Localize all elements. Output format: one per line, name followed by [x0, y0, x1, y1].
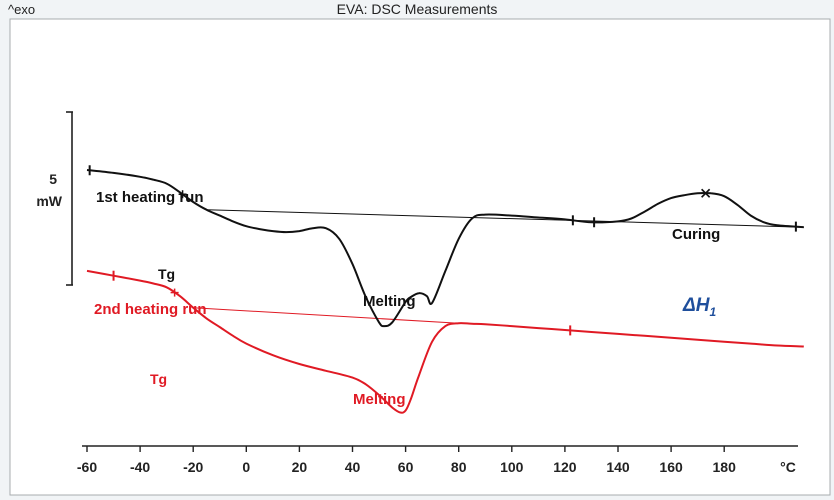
x-tick-label: 60: [398, 459, 414, 475]
annotation-tg-1st: Tg: [158, 266, 175, 282]
baselines: [193, 209, 804, 324]
x-tick-label: 0: [242, 459, 250, 475]
annotation-melting-2nd: Melting: [353, 391, 406, 408]
x-tick-label: 180: [713, 459, 737, 475]
scale-bar: 5 mW: [36, 111, 73, 286]
baseline-line: [206, 209, 804, 228]
x-tick-label: -40: [130, 459, 150, 475]
annotation-tg-2nd: Tg: [150, 371, 167, 387]
chart-title: EVA: DSC Measurements: [337, 1, 498, 17]
annotation-2nd-heating-run: 2nd heating run: [94, 301, 207, 318]
series-line-2nd-heating: [86, 269, 804, 414]
x-tick-label: -20: [183, 459, 203, 475]
x-tick-label: 20: [292, 459, 308, 475]
x-tick-label: 120: [553, 459, 577, 475]
x-tick-label: 160: [659, 459, 683, 475]
annotation-curing: Curing: [672, 226, 720, 243]
tangent-marker: [143, 280, 164, 287]
delta-h-subscript: 1: [709, 305, 716, 319]
x-tick-label: -60: [77, 459, 97, 475]
annotation-delta-h1: ΔH1: [682, 295, 716, 319]
x-axis: -60 -40 -20 0 20 40 60 80 100 120 140 160 180: [77, 445, 798, 475]
tangent-marker: [144, 176, 168, 185]
x-axis-unit-label: °C: [780, 459, 796, 475]
curing-peak-marker: [701, 188, 711, 198]
x-tick-label: 100: [500, 459, 524, 475]
plot-frame: [9, 18, 831, 496]
baseline-line: [193, 307, 459, 324]
x-tick-label: 140: [606, 459, 630, 475]
exo-label: ^exo: [8, 2, 35, 17]
series-group: [86, 169, 804, 414]
scale-bar-unit: mW: [36, 193, 62, 209]
series-line-1st-heating: [86, 169, 804, 328]
x-tick-label: 80: [451, 459, 467, 475]
x-tick-label: 40: [345, 459, 361, 475]
markers: [88, 165, 797, 336]
annotation-1st-heating-run: 1st heating run: [96, 189, 204, 206]
delta-h-text: ΔH: [682, 295, 711, 316]
scale-bar-value: 5: [49, 171, 57, 187]
annotation-melting-1st: Melting: [363, 293, 416, 310]
